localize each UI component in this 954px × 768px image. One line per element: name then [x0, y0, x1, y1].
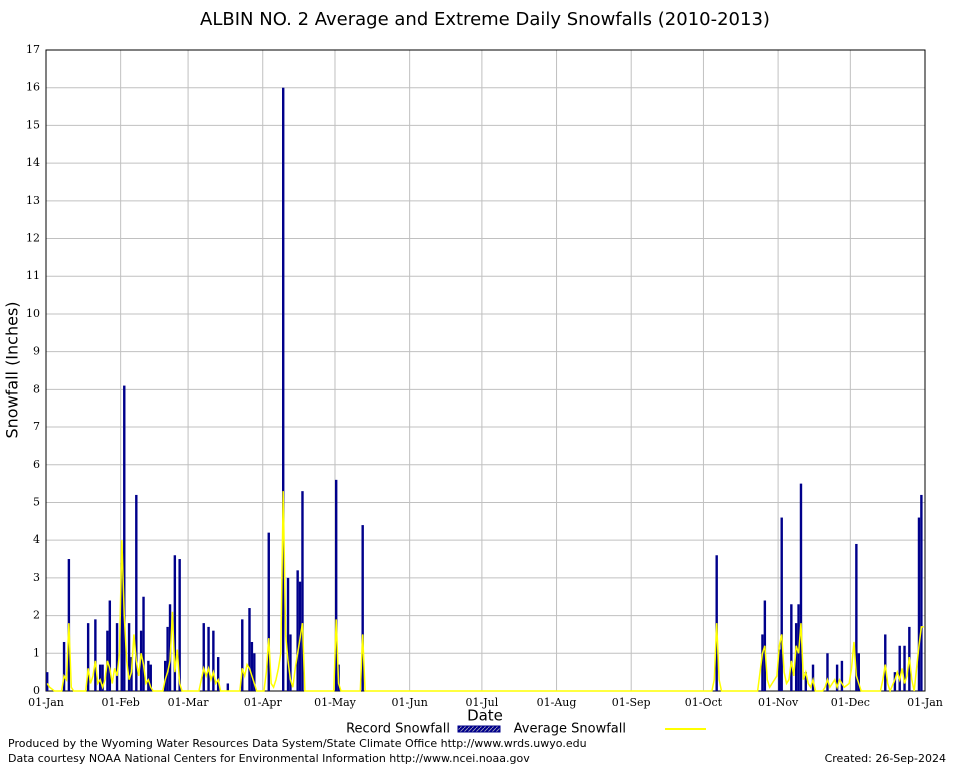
- x-tick-label: 01-Feb: [102, 696, 140, 709]
- bar: [166, 626, 169, 691]
- y-tick-label: 17: [26, 43, 40, 56]
- bar: [94, 619, 97, 691]
- bar: [826, 653, 829, 691]
- x-tick-label: 01-Dec: [831, 696, 870, 709]
- bar: [282, 87, 285, 692]
- x-tick-label: 01-Jan: [907, 696, 943, 709]
- x-tick-label: 01-Apr: [244, 696, 283, 709]
- bar: [101, 664, 104, 691]
- bar: [301, 491, 304, 691]
- y-tick-label: 2: [33, 609, 40, 622]
- legend-label: Record Snowfall: [346, 722, 450, 737]
- x-tick-label: 01-Jan: [28, 696, 64, 709]
- x-tick-label: 01-May: [314, 696, 357, 709]
- y-tick-label: 16: [26, 81, 40, 94]
- y-tick-label: 6: [33, 458, 40, 471]
- bar: [296, 570, 299, 691]
- plot-frame: [45, 49, 926, 692]
- bar: [98, 664, 102, 691]
- bar: [212, 630, 215, 691]
- y-tick-label: 5: [33, 495, 40, 508]
- bar: [884, 634, 887, 691]
- bar: [149, 664, 152, 691]
- y-tick-label: 15: [26, 118, 40, 131]
- bar: [226, 683, 230, 691]
- y-tick-label: 7: [33, 420, 40, 433]
- footer: Produced by the Wyoming Water Resources …: [8, 737, 587, 750]
- bar: [216, 657, 220, 691]
- x-tick-label: 01-Oct: [685, 696, 723, 709]
- bar: [840, 660, 844, 691]
- bar: [135, 494, 138, 691]
- y-tick-label: 4: [33, 533, 40, 546]
- bar: [115, 623, 119, 691]
- bar: [139, 630, 143, 691]
- x-tick-label: 01-Nov: [758, 696, 799, 709]
- x-axis-label: Date: [467, 707, 503, 725]
- bar: [289, 634, 292, 691]
- bar: [920, 494, 923, 691]
- bar: [761, 634, 764, 691]
- y-tick-label: 13: [26, 194, 40, 207]
- bar: [108, 600, 112, 691]
- y-tick-label: 9: [33, 345, 40, 358]
- bar: [207, 626, 210, 691]
- bar: [120, 562, 124, 691]
- y-tick-label: 3: [33, 571, 40, 584]
- x-tick-label: 01-Mar: [168, 696, 210, 709]
- x-tick-label: 01-Jun: [391, 696, 427, 709]
- bar: [361, 525, 364, 691]
- bar: [248, 608, 251, 691]
- y-tick-label: 8: [33, 382, 40, 395]
- bar: [178, 559, 181, 691]
- bar: [164, 660, 167, 691]
- x-tick-label: 01-Aug: [537, 696, 577, 709]
- bar: [794, 623, 798, 691]
- y-tick-label: 12: [26, 232, 40, 245]
- bar: [62, 641, 66, 691]
- bar: [123, 385, 126, 691]
- y-tick-label: 0: [33, 684, 40, 697]
- bar: [799, 483, 803, 691]
- bar: [241, 619, 244, 691]
- bar: [127, 623, 131, 691]
- bar: [804, 672, 807, 691]
- bar: [250, 641, 254, 691]
- bar: [903, 645, 906, 691]
- created: Created: 26-Sep-2024: [825, 752, 946, 765]
- bar: [790, 604, 793, 691]
- bar: [286, 577, 290, 691]
- bar: [334, 479, 338, 691]
- y-tick-label: 1: [33, 646, 40, 659]
- bar: [855, 543, 858, 691]
- bar: [86, 623, 90, 691]
- bar: [147, 660, 150, 691]
- y-axis-label: Snowfall (Inches): [3, 301, 22, 438]
- bar: [857, 653, 860, 691]
- bar: [780, 517, 783, 691]
- footer: Data courtesy NOAA National Centers for …: [8, 752, 530, 765]
- legend-label: Average Snowfall: [514, 722, 626, 737]
- bar: [778, 649, 781, 691]
- chart-title: ALBIN NO. 2 Average and Extreme Daily Sn…: [200, 9, 770, 30]
- y-tick-label: 14: [26, 156, 40, 169]
- bar: [898, 645, 901, 691]
- bar: [835, 664, 839, 691]
- y-tick-label: 10: [26, 307, 40, 320]
- bar: [253, 653, 256, 691]
- bar: [917, 517, 921, 691]
- average-line: [46, 491, 924, 694]
- y-tick-label: 11: [26, 269, 40, 282]
- x-tick-label: 01-Sep: [612, 696, 651, 709]
- bar: [46, 672, 49, 691]
- legend-swatch: [457, 725, 501, 733]
- bar: [142, 596, 145, 691]
- bar: [173, 555, 177, 691]
- x-tick-label: 01-Jul: [466, 696, 499, 709]
- bar: [267, 532, 270, 691]
- bar: [202, 623, 205, 691]
